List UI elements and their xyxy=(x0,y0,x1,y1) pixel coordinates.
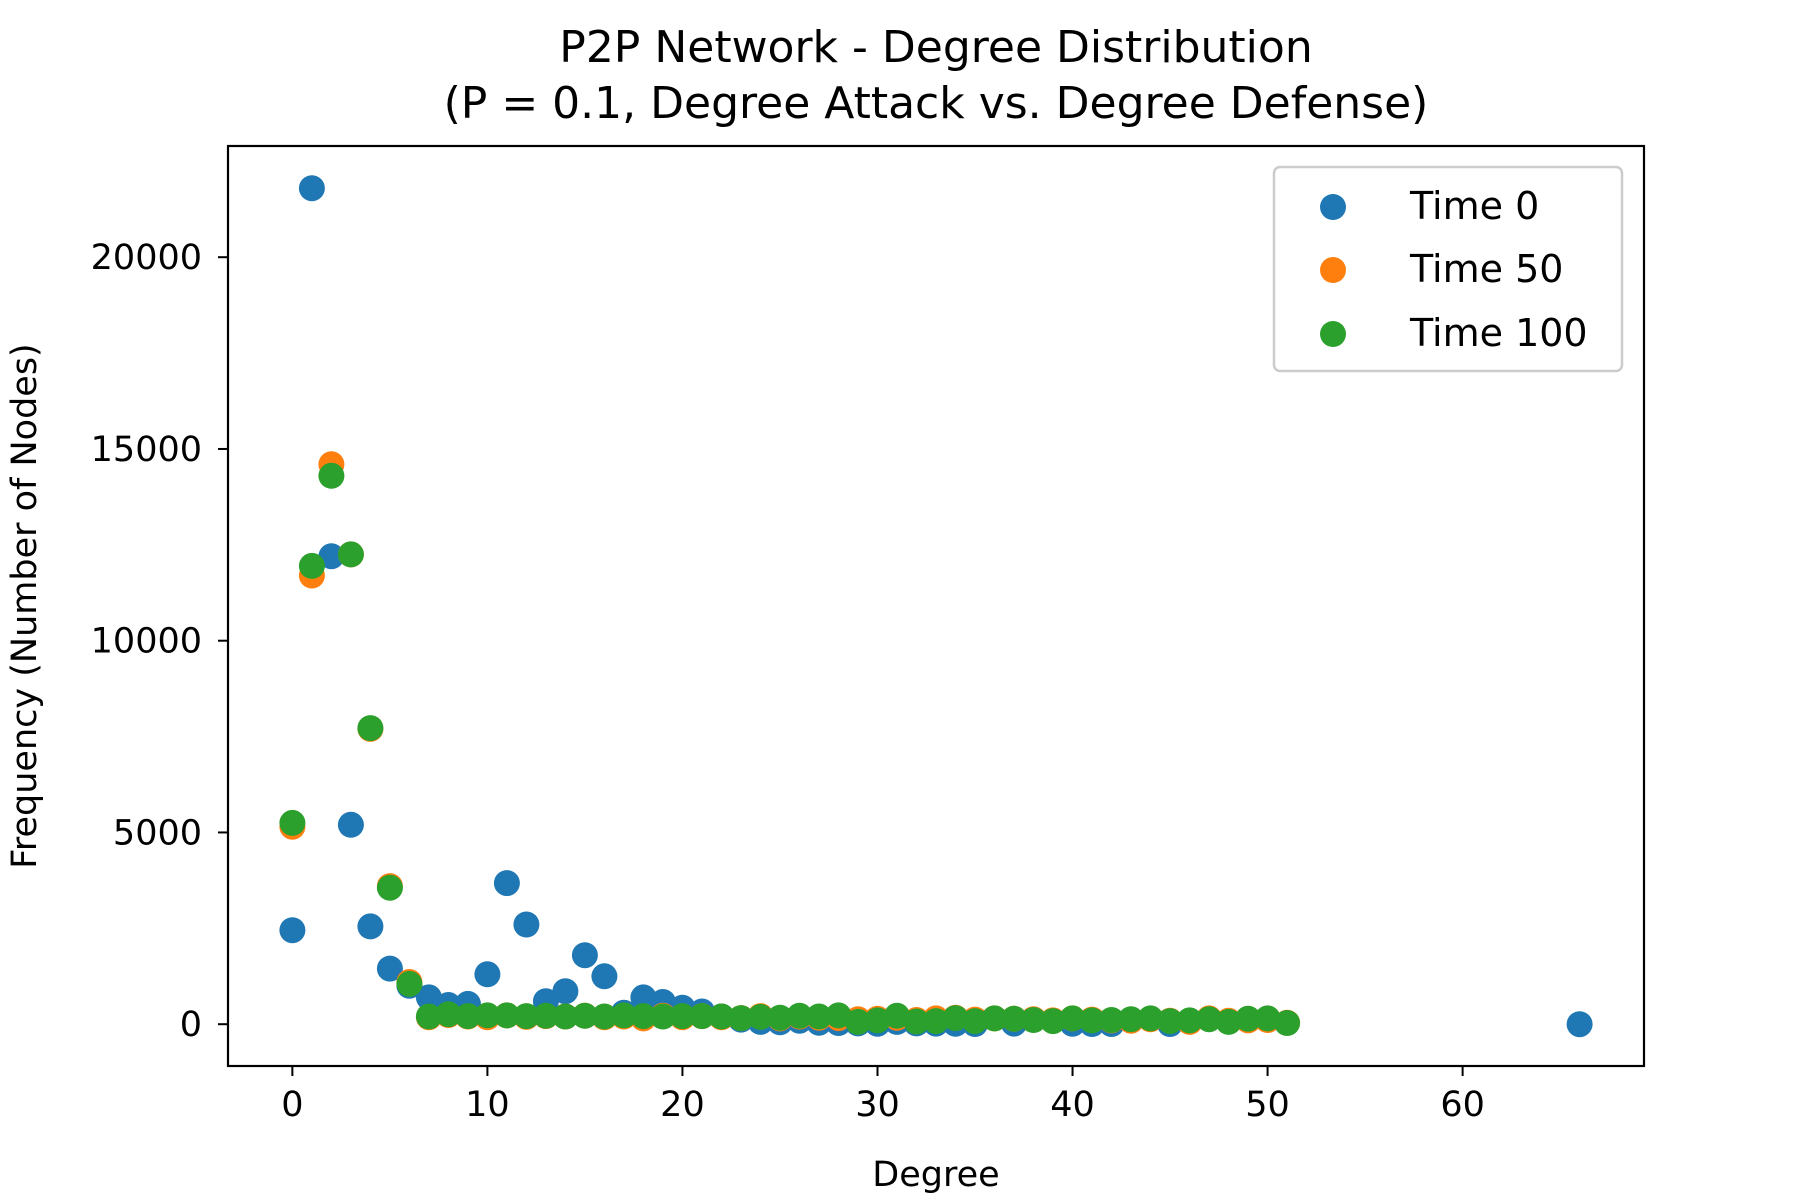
data-point xyxy=(981,1005,1008,1032)
data-point xyxy=(493,870,520,897)
data-point xyxy=(552,1003,579,1030)
data-point xyxy=(1079,1007,1105,1034)
data-point xyxy=(376,874,403,901)
data-point xyxy=(591,1003,618,1030)
y-tick-label: 20000 xyxy=(91,238,202,278)
data-point xyxy=(1001,1005,1027,1032)
data-point xyxy=(435,1001,462,1028)
data-point xyxy=(1196,1006,1223,1033)
data-point xyxy=(513,911,540,938)
data-point xyxy=(415,984,442,1011)
legend-label-time-50: Time 50 xyxy=(1409,247,1563,291)
data-point xyxy=(474,1002,501,1029)
axis-ticks: 0 10 20 30 40 50 60 0 5000 10000 15000 20000 xyxy=(91,238,1485,1125)
data-point xyxy=(571,942,598,969)
data-point xyxy=(864,1007,891,1034)
data-point xyxy=(1020,1007,1047,1033)
data-point xyxy=(591,963,618,990)
data-point xyxy=(942,1005,969,1032)
data-point xyxy=(806,1003,832,1030)
data-point xyxy=(649,1003,676,1030)
data-point xyxy=(1215,1008,1242,1035)
data-point xyxy=(532,1002,559,1029)
data-point xyxy=(1118,1006,1144,1033)
data-point xyxy=(845,1008,871,1035)
x-tick-label: 0 xyxy=(281,1085,303,1125)
x-tick-label: 10 xyxy=(465,1085,510,1125)
x-tick-label: 50 xyxy=(1245,1085,1290,1125)
data-point xyxy=(630,1003,657,1030)
data-point xyxy=(513,1003,540,1030)
legend-marker-time-100 xyxy=(1320,321,1346,347)
plot-frame xyxy=(226,144,1646,1068)
y-axis-label: Frequency (Number of Nodes) xyxy=(5,343,45,868)
y-tick-label: 10000 xyxy=(91,622,202,662)
data-point xyxy=(337,541,364,568)
data-point xyxy=(493,1002,520,1029)
data-point xyxy=(923,1008,949,1035)
data-point xyxy=(903,1008,930,1035)
data-point xyxy=(962,1008,988,1035)
data-point xyxy=(1098,1007,1125,1033)
data-point xyxy=(630,984,657,1011)
x-tick-label: 30 xyxy=(855,1085,900,1125)
data-point xyxy=(1235,1005,1262,1032)
chart-title: P2P Network - Degree Distribution xyxy=(559,22,1312,73)
series-time-50 xyxy=(279,451,1301,1036)
data-point xyxy=(337,811,364,838)
data-point xyxy=(786,1002,813,1029)
plot-area xyxy=(279,175,1593,1038)
legend-marker-time-50 xyxy=(1320,257,1346,283)
data-point xyxy=(396,970,423,997)
legend-marker-time-0 xyxy=(1320,194,1346,220)
data-point xyxy=(1176,1007,1203,1034)
data-point xyxy=(298,552,325,579)
data-point xyxy=(708,1003,735,1030)
legend: Time 0 Time 50 Time 100 xyxy=(1272,165,1624,373)
x-tick-label: 60 xyxy=(1440,1085,1485,1125)
data-point xyxy=(1157,1008,1183,1035)
data-point xyxy=(318,543,345,570)
y-tick-label: 5000 xyxy=(113,813,202,853)
data-point xyxy=(1137,1005,1164,1032)
data-point xyxy=(1040,1008,1066,1035)
series-time-100 xyxy=(279,462,1301,1036)
data-point xyxy=(1254,1005,1281,1032)
x-tick-label: 40 xyxy=(1050,1085,1095,1125)
data-point xyxy=(318,462,345,489)
data-point xyxy=(357,715,384,742)
data-point xyxy=(728,1005,754,1032)
data-point xyxy=(279,917,306,944)
data-point xyxy=(454,1003,481,1030)
data-point xyxy=(767,1004,793,1031)
data-point xyxy=(610,1002,637,1029)
data-point xyxy=(376,955,403,982)
chart-subtitle: (P = 0.1, Degree Attack vs. Degree Defen… xyxy=(444,78,1429,129)
data-point xyxy=(552,978,579,1005)
data-point xyxy=(571,1002,598,1029)
data-point xyxy=(669,1003,696,1030)
legend-label-time-0: Time 0 xyxy=(1409,184,1539,228)
data-point xyxy=(279,809,306,836)
legend-label-time-100: Time 100 xyxy=(1409,311,1588,355)
x-axis-label: Degree xyxy=(872,1155,999,1195)
data-point xyxy=(357,913,384,940)
x-tick-label: 20 xyxy=(660,1085,705,1125)
y-tick-label: 15000 xyxy=(91,430,202,470)
data-point xyxy=(1566,1011,1593,1038)
data-point xyxy=(1274,1010,1301,1036)
data-point xyxy=(884,1002,910,1029)
legend-frame xyxy=(1272,165,1624,373)
data-point xyxy=(415,1003,442,1030)
data-point xyxy=(474,961,501,988)
data-point xyxy=(689,1003,715,1030)
data-point xyxy=(747,1003,774,1030)
data-point xyxy=(1059,1005,1086,1032)
data-point xyxy=(298,175,325,202)
y-tick-label: 0 xyxy=(180,1005,202,1045)
